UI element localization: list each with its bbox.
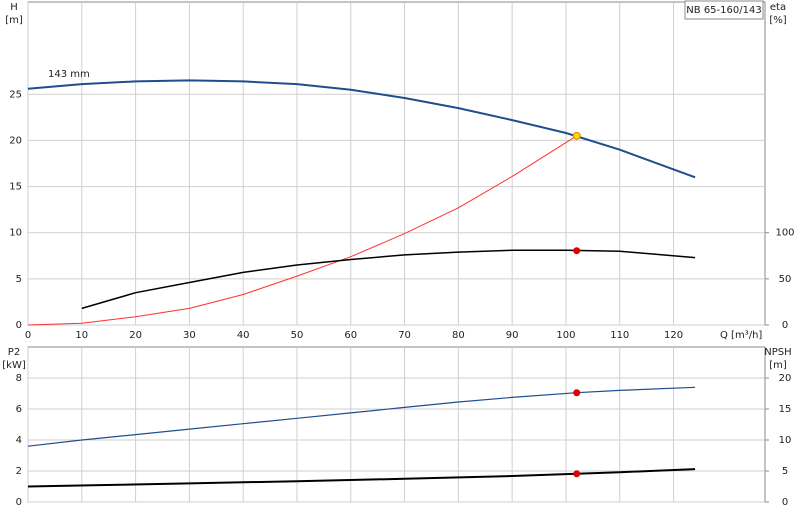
y2-axis-label: eta [770,2,786,13]
y2-axis-unit: [%] [769,15,786,26]
y2-tick-label: 0 [782,320,788,331]
x-tick-label: 50 [291,330,304,341]
y-tick-label: 6 [16,404,22,415]
y2-tick-label: 100 [775,228,794,239]
x-axis-label: Q [m³/h] [720,330,762,341]
duty-point [573,470,581,478]
x-tick-label: 60 [344,330,357,341]
y-axis-unit: [kW] [2,360,26,371]
y2-axis-unit: [m] [769,360,787,371]
x-tick-label: 120 [664,330,683,341]
title-box [684,0,764,20]
y-axis-unit: [m] [5,15,23,26]
duty-point [573,389,581,397]
y2-tick-label: 0 [782,497,788,508]
y2-tick-label: 10 [779,435,792,446]
y-tick-label: 0 [16,320,22,331]
x-tick-label: 40 [237,330,250,341]
curve [27,79,696,179]
curve [27,468,696,488]
x-tick-label: 30 [183,330,196,341]
y2-axis-label: NPSH [764,347,791,358]
y2-tick-label: 50 [779,274,792,285]
y-tick-label: 0 [16,497,22,508]
y-axis-label: H [10,2,18,13]
y2-tick-label: 15 [779,404,792,415]
x-tick-label: 80 [452,330,465,341]
duty-point [573,247,581,255]
x-tick-label: 100 [556,330,575,341]
y-tick-label: 8 [16,373,22,384]
y-tick-label: 4 [16,435,22,446]
x-tick-label: 0 [25,330,31,341]
chart-title: NB 65-160/143 [686,5,761,16]
y-tick-label: 10 [9,228,22,239]
y2-tick-label: 5 [782,466,788,477]
y2-tick-label: 20 [779,373,792,384]
y-tick-label: 5 [16,274,22,285]
y-tick-label: 20 [9,135,22,146]
y-tick-label: 25 [9,89,22,100]
x-tick-label: 110 [610,330,629,341]
y-tick-label: 15 [9,182,22,193]
y-axis-label: P2 [8,347,20,358]
curve [27,135,577,326]
x-tick-label: 10 [75,330,88,341]
curve-annotation: 143 mm [48,69,90,80]
curve [27,386,696,447]
x-tick-label: 90 [506,330,519,341]
duty-point [572,131,581,140]
plot-frame [27,1,766,326]
x-tick-label: 70 [398,330,411,341]
x-tick-label: 20 [129,330,142,341]
y-tick-label: 2 [16,466,22,477]
